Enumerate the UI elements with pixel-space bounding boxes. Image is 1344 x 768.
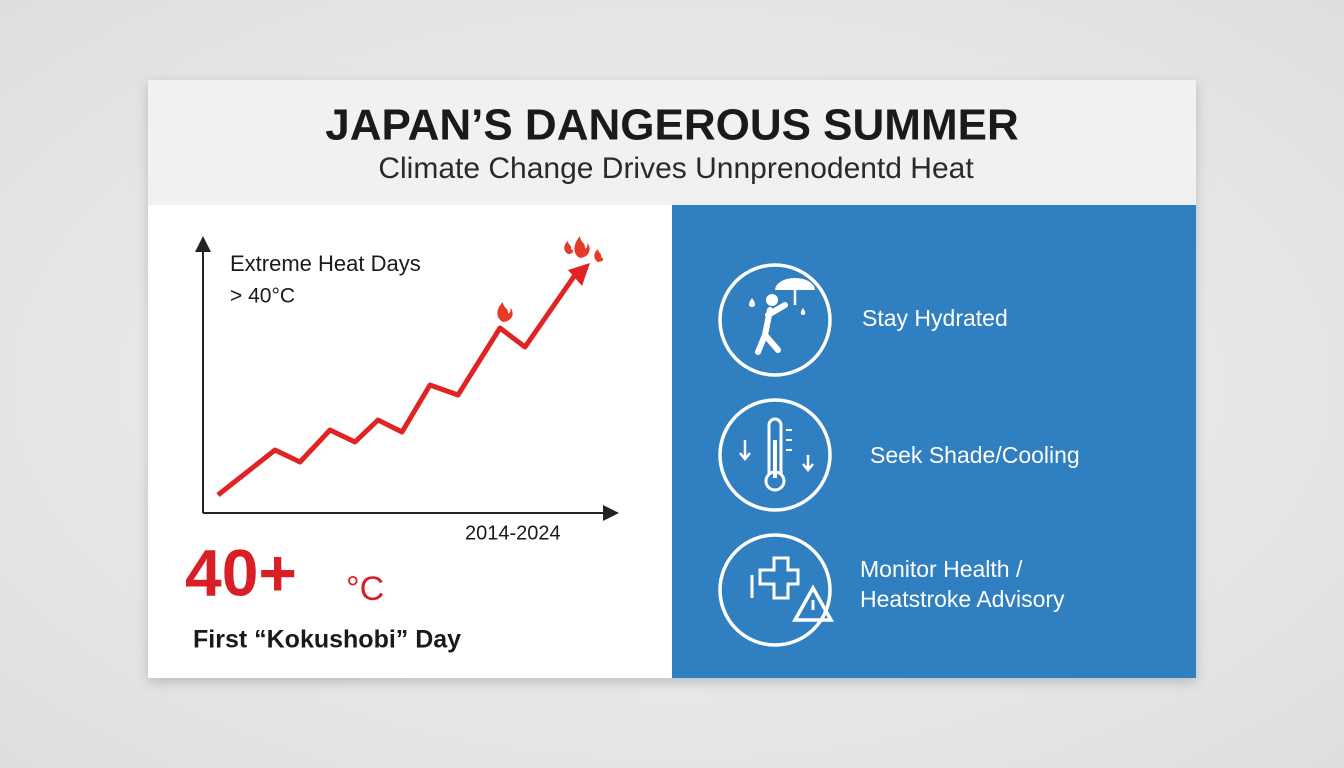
chart-label: Extreme Heat Days bbox=[230, 251, 421, 276]
highlight-value: 40+ bbox=[185, 535, 297, 609]
highlight-caption: First “Kokushobi” Day bbox=[193, 626, 461, 654]
subtitle: Climate Change Drives Unnprenodentd Heat bbox=[378, 152, 974, 185]
tip-icons bbox=[718, 263, 834, 647]
tips-panel bbox=[672, 205, 1196, 678]
trend-arrow bbox=[568, 263, 590, 286]
x-axis-label: 2014-2024 bbox=[465, 522, 561, 544]
trend-line bbox=[216, 273, 578, 497]
tip-text: Seek Shade/Cooling bbox=[870, 442, 1080, 468]
chart-sublabel: > 40°C bbox=[230, 285, 295, 308]
tip-text: Monitor Health / bbox=[860, 556, 1023, 582]
flame-icons bbox=[497, 236, 604, 322]
title: JAPAN’S DANGEROUS SUMMER bbox=[325, 101, 1018, 150]
highlight-unit: °C bbox=[346, 570, 384, 608]
tip-list: Stay Hydrated Seek Shade/Cooling Monitor H… bbox=[860, 305, 1080, 612]
tip-text: Heatstroke Advisory bbox=[860, 586, 1065, 612]
header-band bbox=[148, 80, 1196, 205]
tip-text: Stay Hydrated bbox=[862, 305, 1008, 331]
